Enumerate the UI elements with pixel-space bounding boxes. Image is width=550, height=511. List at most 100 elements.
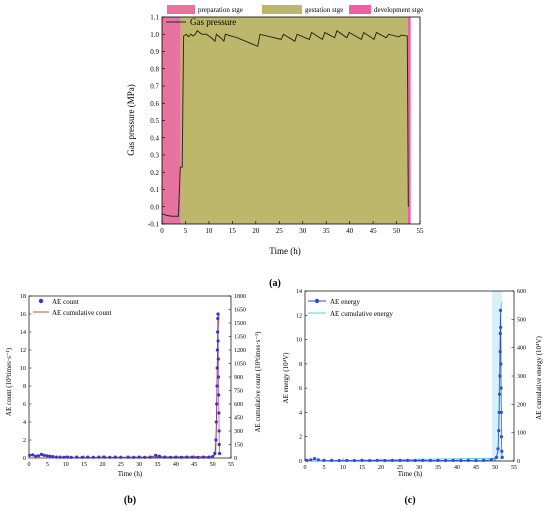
a-y-tick-label: 0.5 — [150, 117, 159, 125]
c-energy-point — [489, 458, 493, 462]
b-count-point — [190, 455, 194, 459]
c-legend: AE energy AE cumulative energy — [308, 298, 393, 318]
c-energy-point — [316, 458, 320, 462]
b-count-point — [207, 455, 211, 459]
b-count-point — [216, 357, 220, 361]
b-x-tick-label: 20 — [99, 462, 105, 468]
b-count-point — [201, 455, 206, 459]
b-x-tick-label: 35 — [155, 462, 161, 468]
c-energy-point — [330, 458, 334, 462]
b-legend-count-marker — [38, 298, 44, 304]
a-y-axis-label: Gas pressure (MPa) — [126, 84, 136, 155]
a-stage-band — [180, 17, 408, 224]
a-x-tick-label: 25 — [276, 227, 284, 235]
c-energy-point — [390, 458, 394, 462]
c-energy-point — [500, 455, 504, 459]
c-y-tick-label: 6 — [299, 386, 302, 392]
c-y-tick-label: 2 — [299, 435, 302, 441]
a-stage-legend-label: development stge — [374, 6, 423, 14]
b-y-tick-label: 6 — [23, 402, 26, 408]
c-y-tick-label: 0 — [299, 459, 302, 465]
b-count-point — [154, 453, 158, 457]
b-count-point — [215, 384, 219, 388]
a-y-tick-label: 0.7 — [150, 83, 159, 91]
b-y2-tick-label: 1200 — [234, 348, 246, 354]
c-energy-point — [345, 458, 349, 462]
b-count-point — [216, 316, 220, 321]
b-count-point — [102, 455, 106, 459]
b-count-point — [185, 455, 189, 459]
a-y-tick-label: 0.0 — [150, 203, 159, 211]
panel-c-chart: 0 5 10 15 20 25 30 35 40 45 50 55 0 2 4 6 8 10 12 14 0 100 2… — [282, 289, 543, 506]
b-axes — [28, 295, 232, 459]
c-x-tick-label: 40 — [454, 465, 460, 471]
a-stage-legend-swatch — [167, 5, 195, 14]
a-stage-legend-label: gestation stge — [305, 6, 343, 14]
b-count-point — [213, 451, 217, 456]
c-y-tick-label: 14 — [296, 289, 302, 295]
a-x-tick-label: 15 — [229, 227, 237, 235]
b-count-point — [179, 455, 183, 459]
c-y-tick-label: 10 — [296, 338, 302, 344]
a-y-tick-label: 1.1 — [150, 14, 159, 22]
b-y2-tick-label: 1650 — [234, 308, 246, 314]
c-x-tick-label: 45 — [473, 465, 479, 471]
b-count-point — [217, 411, 221, 415]
c-y2-tick-label: 100 — [517, 431, 526, 437]
b-count-point — [215, 366, 219, 370]
b-count-point — [137, 455, 141, 459]
c-energy-point — [499, 386, 503, 390]
b-y-tick-label: 12 — [20, 348, 26, 354]
b-x-tick-label: 40 — [173, 462, 179, 468]
b-count-point — [39, 452, 44, 456]
c-energy-point — [413, 458, 417, 463]
b-legend-cumulative-label: AE cumulative count — [52, 309, 112, 317]
b-x-tick-label: 45 — [191, 462, 197, 468]
c-energy-point — [459, 458, 463, 463]
c-axes — [304, 290, 515, 462]
c-y-axis-label: AE energy (10⁴V) — [282, 352, 290, 404]
c-x-tick-label: 25 — [397, 465, 403, 471]
b-x-tick-label: 25 — [118, 462, 124, 468]
b-count-point — [217, 442, 221, 447]
b-y2-tick-label: 600 — [234, 402, 243, 408]
c-energy-point — [497, 429, 501, 433]
a-x-tick-label: 35 — [323, 227, 331, 235]
c-energy-point — [499, 362, 503, 366]
b-y2-tick-label: 300 — [234, 429, 243, 435]
panel-b-chart: 0 5 10 15 20 25 30 35 40 45 50 55 0 2 4 6 8 10 12 14 16 18 0… — [5, 294, 262, 506]
b-y-tick-label: 0 — [23, 456, 26, 462]
c-series-layer — [304, 302, 504, 463]
c-energy-point — [499, 435, 504, 439]
b-x-tick-label: 5 — [46, 462, 49, 468]
b-x-tick-label: 15 — [81, 462, 87, 468]
c-x-tick-label: 35 — [435, 465, 441, 471]
a-series-legend-label: Gas pressure — [190, 17, 236, 27]
c-energy-point — [482, 458, 486, 462]
b-x-tick-label: 55 — [228, 462, 234, 468]
b-y2-tick-label: 450 — [234, 416, 243, 422]
c-energy-point — [451, 458, 455, 462]
b-count-point — [34, 454, 38, 458]
b-y2-tick-label: 1800 — [234, 294, 246, 300]
b-y2-tick-labels: 0 150 300 450 600 750 900 1050 1200 1350 1500 1650 1… — [234, 294, 246, 462]
c-energy-point — [496, 447, 500, 451]
c-cumulative-line — [304, 302, 503, 462]
b-x-tick-label: 50 — [210, 462, 216, 468]
b-y2-tick-label: 1350 — [234, 335, 246, 341]
a-x-tick-label: 20 — [252, 227, 260, 235]
c-y-tick-labels: 0 2 4 6 8 10 12 14 — [296, 289, 302, 465]
a-stage-band — [407, 17, 411, 224]
a-stage-legend-swatch — [349, 5, 371, 14]
panel-a-chart: preparation stge gestation stge developmen… — [126, 5, 424, 289]
b-count-point — [51, 455, 55, 459]
b-count-point — [196, 455, 200, 459]
b-count-point — [97, 455, 101, 459]
c-energy-point — [305, 458, 309, 462]
a-x-tick-label: 5 — [184, 227, 188, 235]
b-count-point — [31, 453, 35, 457]
b-count-point — [45, 454, 49, 458]
c-energy-point — [500, 449, 504, 453]
a-y-tick-label: 0.4 — [150, 134, 159, 142]
b-y-axis-label: AE count (10³times·s⁻¹) — [5, 347, 13, 416]
